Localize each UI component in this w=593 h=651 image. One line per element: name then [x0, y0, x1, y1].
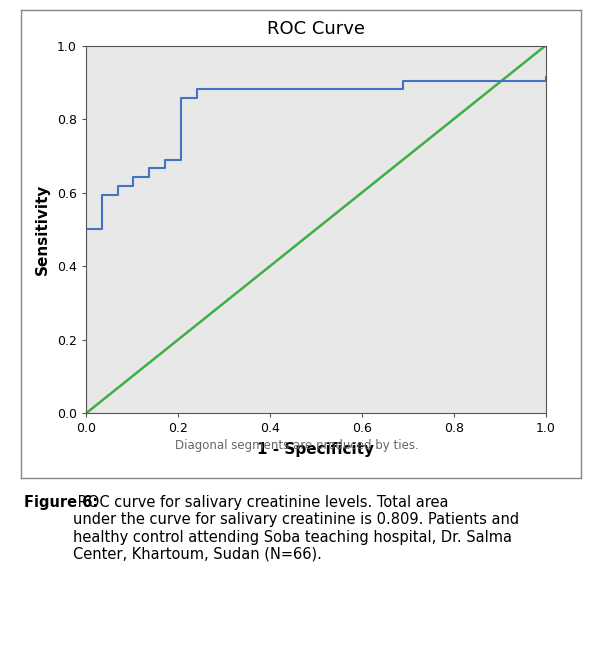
Text: ROC curve for salivary creatinine levels. Total area
under the curve for salivar: ROC curve for salivary creatinine levels… [73, 495, 519, 562]
Y-axis label: Sensitivity: Sensitivity [35, 184, 50, 275]
Text: Diagonal segments are produced by ties.: Diagonal segments are produced by ties. [174, 439, 419, 452]
Text: Figure 6:: Figure 6: [24, 495, 98, 510]
Title: ROC Curve: ROC Curve [267, 20, 365, 38]
X-axis label: 1 - Specificity: 1 - Specificity [257, 443, 374, 458]
